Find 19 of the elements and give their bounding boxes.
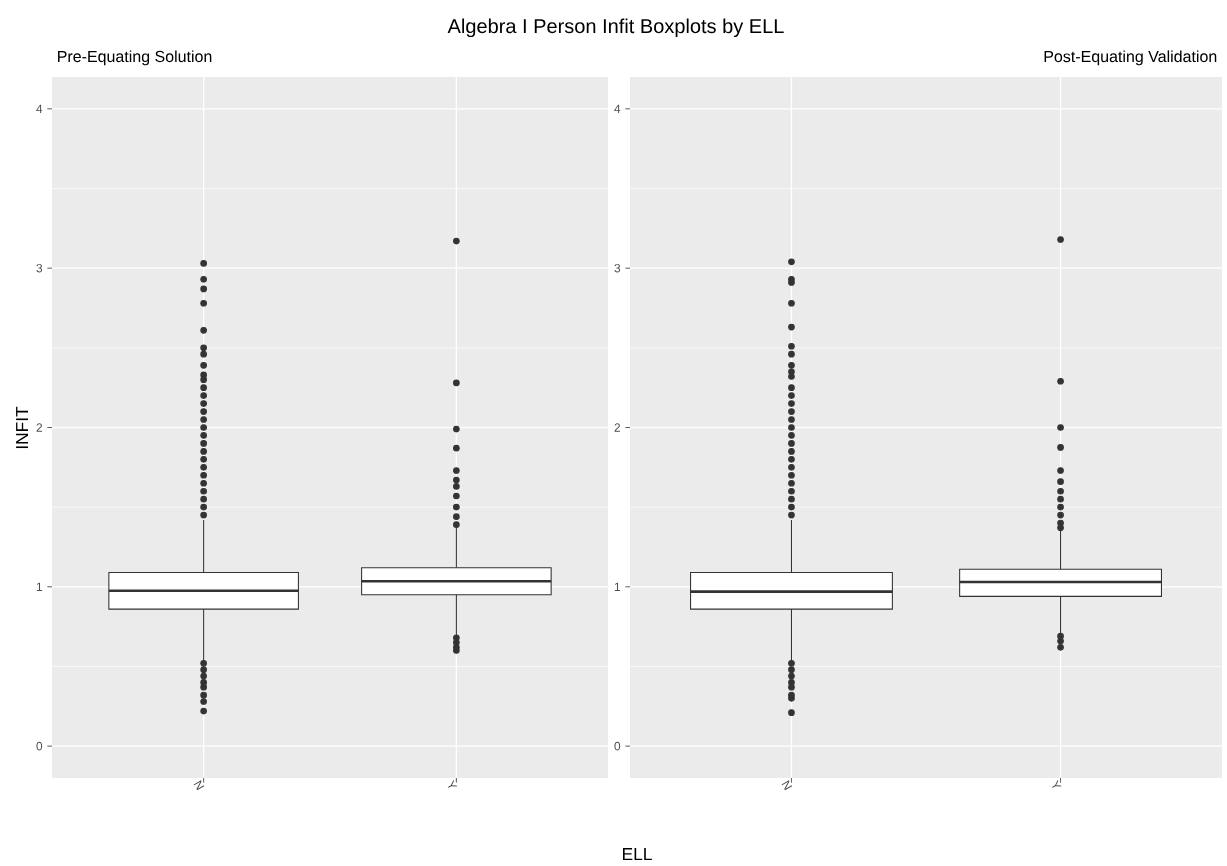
chart-subtitle: Pre-Equating Solution (58, 50, 212, 66)
x-tick-label: N (193, 780, 205, 791)
y-tick-label: 2 (36, 423, 43, 432)
y-tick-label: 3 (614, 263, 621, 273)
y-tick-label: 1 (36, 582, 43, 591)
y-tick-label: 2 (614, 423, 621, 432)
y-tick-label: 4 (36, 104, 43, 113)
y-tick-label: 3 (36, 263, 43, 273)
x-axis-title: ELL (623, 848, 652, 860)
y-tick-label: 1 (614, 582, 621, 591)
x-tick-label: Y (1052, 780, 1062, 788)
y-axis-title: INFIT (16, 406, 29, 449)
y-tick-label: 4 (614, 104, 621, 113)
chart-subtitle: Post-Equating Validation (1044, 50, 1217, 66)
y-tick-label: 0 (36, 741, 43, 751)
y-tick-label: 0 (614, 741, 621, 751)
chart-title: Algebra I Person Infit Boxplots by ELL (447, 18, 784, 38)
x-tick-label: Y (447, 780, 458, 788)
x-tick-label: N (781, 780, 793, 791)
